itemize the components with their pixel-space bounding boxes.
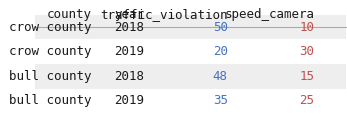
Text: county: county (46, 8, 91, 21)
Text: 15: 15 (299, 70, 315, 83)
Text: year: year (114, 8, 144, 21)
Text: crow county: crow county (9, 45, 91, 58)
Text: bull county: bull county (9, 70, 91, 83)
Text: 2019: 2019 (114, 45, 144, 58)
FancyBboxPatch shape (35, 39, 346, 64)
Text: speed_camera: speed_camera (225, 8, 315, 21)
Text: 30: 30 (299, 45, 315, 58)
Text: 2018: 2018 (114, 70, 144, 83)
Text: 35: 35 (213, 95, 228, 108)
Text: 50: 50 (213, 21, 228, 34)
Text: traffic_violation: traffic_violation (100, 8, 228, 21)
Text: 10: 10 (299, 21, 315, 34)
Text: 25: 25 (299, 95, 315, 108)
FancyBboxPatch shape (35, 89, 346, 113)
Text: bull county: bull county (9, 95, 91, 108)
FancyBboxPatch shape (35, 15, 346, 39)
FancyBboxPatch shape (35, 64, 346, 89)
Text: crow county: crow county (9, 21, 91, 34)
Text: 48: 48 (213, 70, 228, 83)
Text: 2018: 2018 (114, 21, 144, 34)
Text: 2019: 2019 (114, 95, 144, 108)
Text: 20: 20 (213, 45, 228, 58)
